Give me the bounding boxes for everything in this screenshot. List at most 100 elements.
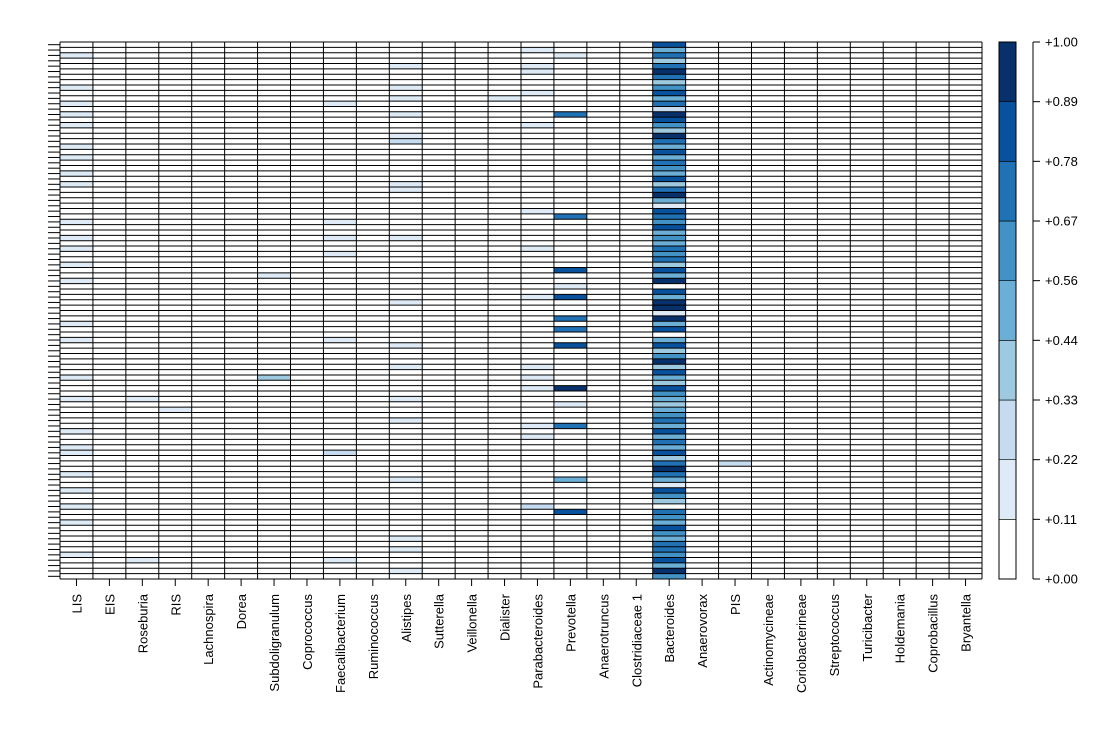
x-tick-label: Dorea [234, 593, 249, 629]
x-tick-label: Coprobacillus [926, 594, 941, 673]
heatmap-cell [389, 342, 423, 349]
heatmap-cell [652, 401, 686, 408]
heatmap-cell [652, 240, 686, 247]
heatmap-cell [60, 170, 93, 177]
heatmap-cell [60, 181, 93, 187]
x-tick-label: Clostridiaceae 1 [629, 594, 644, 687]
x-tick-label: Ruminococcus [366, 594, 381, 680]
heatmap-cell [488, 95, 521, 102]
legend-swatch [998, 101, 1017, 162]
heatmap-cell [652, 514, 686, 520]
heatmap-cell [652, 101, 686, 107]
heatmap-cell [652, 267, 686, 273]
heatmap-cell [60, 536, 93, 542]
legend-tick-label: +0.67 [1045, 214, 1078, 229]
heatmap-cell [652, 374, 686, 381]
heatmap-cell [60, 552, 93, 558]
heatmap-cell [652, 503, 686, 510]
heatmap-cell [60, 487, 93, 494]
heatmap-cell [652, 385, 686, 392]
heatmap-cell [389, 95, 423, 102]
heatmap-cell [60, 396, 93, 402]
legend-swatch [998, 340, 1017, 401]
heatmap-cell [652, 95, 686, 102]
heatmap-cell [652, 455, 686, 461]
legend-tick-label: +0.89 [1045, 94, 1078, 109]
heatmap-cell [60, 278, 93, 284]
x-tick-label: Prevotella [563, 593, 578, 652]
heatmap-cell [652, 525, 686, 531]
x-tick-label: Roseburia [135, 593, 150, 653]
heatmap-cell [652, 444, 686, 451]
heatmap-cell [652, 229, 686, 236]
x-tick-label: Alistipes [399, 594, 414, 643]
heatmap-cell [323, 235, 357, 241]
heatmap-cell [60, 203, 93, 209]
heatmap-cell [652, 197, 686, 204]
legend-tick-label: +0.44 [1045, 333, 1078, 348]
heatmap-cell [389, 111, 423, 118]
heatmap-cell [60, 412, 93, 418]
heatmap-cell [553, 315, 587, 322]
heatmap-cell [652, 450, 686, 456]
heatmap-cell [553, 342, 587, 349]
legend-swatch [998, 220, 1017, 281]
legend-swatch [998, 280, 1017, 341]
heatmap-cell [389, 568, 423, 574]
heatmap-cell [389, 396, 423, 402]
heatmap-cell [125, 557, 159, 563]
heatmap-cell [60, 111, 93, 118]
x-tick-label: EIS [102, 594, 117, 615]
heatmap-cell [521, 208, 554, 214]
heatmap-cell [652, 536, 686, 542]
x-tick-label: Dialister [498, 593, 513, 641]
heatmap-cell [652, 52, 686, 59]
heatmap-cell [60, 262, 93, 268]
heatmap-cell [652, 315, 686, 322]
heatmap-cell [389, 84, 423, 91]
x-tick-label: Bryantella [959, 593, 974, 652]
heatmap-cell [652, 460, 686, 467]
heatmap-cell [389, 235, 423, 241]
heatmap-cell [652, 138, 686, 145]
heatmap-cell [652, 412, 686, 418]
heatmap-cell [652, 530, 686, 537]
heatmap-cell [60, 337, 93, 343]
heatmap-cell [652, 90, 686, 96]
x-tick-label: Streptococcus [827, 594, 842, 677]
heatmap-cell [389, 536, 423, 542]
legend-swatch [998, 519, 1017, 580]
heatmap-cell [652, 68, 686, 75]
heatmap-cell [652, 299, 686, 306]
heatmap-cell [521, 68, 554, 75]
heatmap-cell [652, 364, 686, 370]
legend-tick-label: +0.33 [1045, 393, 1078, 408]
heatmap-cell [652, 58, 686, 64]
heatmap-cell [652, 278, 686, 284]
heatmap-cell [521, 294, 554, 300]
heatmap-cell [652, 160, 686, 166]
x-tick-label: Veillonella [465, 593, 480, 652]
legend-tick-label: +0.00 [1045, 572, 1078, 587]
heatmap-cell [60, 428, 93, 435]
heatmap-cell [718, 460, 752, 467]
heatmap-cell [652, 369, 686, 375]
heatmap-cell [60, 471, 93, 477]
heatmap-cell [652, 203, 686, 209]
heatmap-cell [652, 127, 686, 134]
heatmap-cell [652, 219, 686, 225]
legend-tick-label: +0.56 [1045, 273, 1078, 288]
heatmap-cell [323, 557, 357, 563]
heatmap-cell [521, 374, 554, 381]
heatmap-cell [553, 401, 587, 408]
x-tick-label: Turicibacter [860, 593, 875, 661]
heatmap-cell [553, 213, 587, 220]
heatmap-cell [652, 439, 686, 445]
heatmap-cell [60, 52, 93, 59]
legend-swatch [998, 161, 1017, 222]
heatmap-cell [652, 487, 686, 494]
heatmap-cell [389, 133, 423, 139]
heatmap-cell [257, 374, 291, 381]
heatmap-cell [652, 466, 686, 472]
heatmap-cell [652, 337, 686, 343]
